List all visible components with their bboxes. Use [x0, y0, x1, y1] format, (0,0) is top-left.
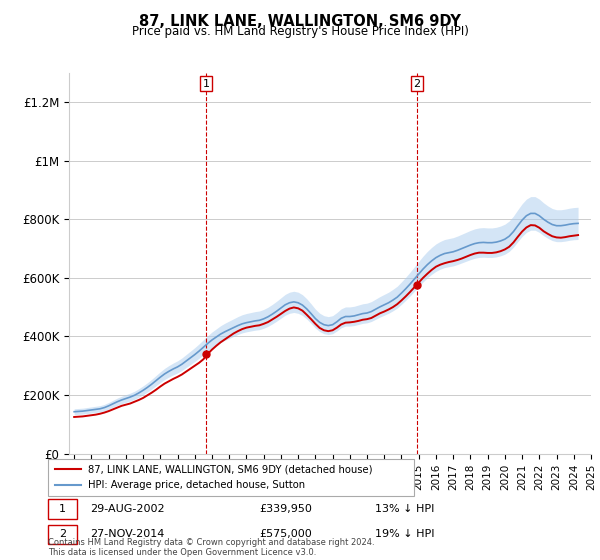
Text: 27-NOV-2014: 27-NOV-2014 — [90, 529, 164, 539]
Text: 19% ↓ HPI: 19% ↓ HPI — [376, 529, 435, 539]
Text: Contains HM Land Registry data © Crown copyright and database right 2024.
This d: Contains HM Land Registry data © Crown c… — [48, 538, 374, 557]
Text: 13% ↓ HPI: 13% ↓ HPI — [376, 504, 435, 514]
Text: 2: 2 — [59, 529, 66, 539]
Text: £575,000: £575,000 — [259, 529, 312, 539]
Text: 29-AUG-2002: 29-AUG-2002 — [90, 504, 165, 514]
Text: 2: 2 — [413, 78, 421, 88]
FancyBboxPatch shape — [48, 525, 77, 544]
Text: £339,950: £339,950 — [259, 504, 312, 514]
FancyBboxPatch shape — [48, 459, 414, 496]
FancyBboxPatch shape — [48, 500, 77, 519]
Text: 1: 1 — [203, 78, 209, 88]
Text: 87, LINK LANE, WALLINGTON, SM6 9DY (detached house): 87, LINK LANE, WALLINGTON, SM6 9DY (deta… — [88, 464, 373, 474]
Text: 87, LINK LANE, WALLINGTON, SM6 9DY: 87, LINK LANE, WALLINGTON, SM6 9DY — [139, 14, 461, 29]
Text: 1: 1 — [59, 504, 66, 514]
Text: HPI: Average price, detached house, Sutton: HPI: Average price, detached house, Sutt… — [88, 480, 305, 491]
Text: Price paid vs. HM Land Registry's House Price Index (HPI): Price paid vs. HM Land Registry's House … — [131, 25, 469, 38]
